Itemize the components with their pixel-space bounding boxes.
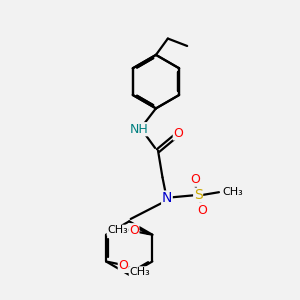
Text: CH₃: CH₃ [222,187,243,197]
Text: NH: NH [130,123,149,136]
Text: O: O [197,203,207,217]
Text: CH₃: CH₃ [129,267,150,277]
Text: O: O [118,260,128,272]
Text: O: O [129,224,139,237]
Text: S: S [194,188,203,202]
Text: N: N [162,191,172,205]
Text: CH₃: CH₃ [107,225,128,235]
Text: O: O [173,127,183,140]
Text: O: O [190,173,200,186]
